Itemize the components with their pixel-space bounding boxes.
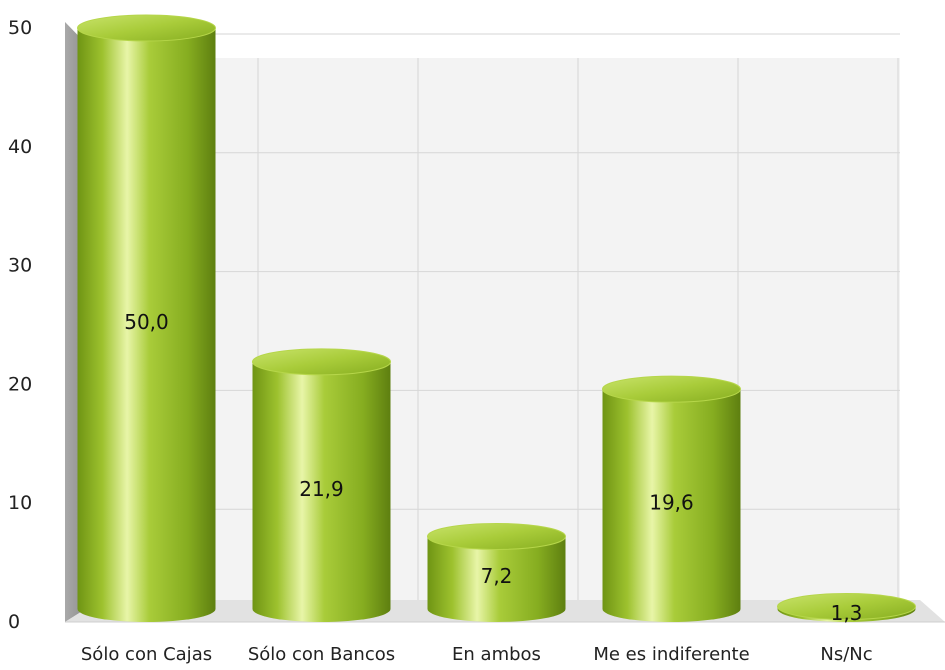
data-label: 7,2 — [481, 564, 513, 588]
x-axis-tick-labels: Sólo con Cajas Sólo con Bancos En ambos Me … — [81, 644, 873, 665]
bar: 21,9 — [252, 348, 391, 623]
y-tick-label: 30 — [8, 255, 32, 277]
y-tick-label: 10 — [8, 492, 32, 514]
data-label: 21,9 — [299, 477, 344, 501]
data-label: 19,6 — [649, 491, 694, 515]
bar-body — [77, 28, 216, 623]
x-tick-label: Sólo con Bancos — [248, 644, 395, 665]
x-tick-label: Sólo con Cajas — [81, 644, 212, 665]
gridlines — [100, 33, 900, 600]
bar: 19,6 — [602, 375, 741, 623]
data-label: 50,0 — [124, 310, 169, 334]
x-tick-label: Ns/Nc — [820, 644, 872, 665]
y-tick-label: 20 — [8, 373, 32, 395]
bar-top — [77, 14, 216, 42]
x-tick-label: En ambos — [452, 644, 541, 665]
bar: 1,3 — [777, 593, 916, 625]
bar-top — [602, 375, 741, 403]
y-tick-label: 40 — [8, 136, 32, 158]
bar-top — [427, 522, 566, 550]
bar-top — [777, 593, 916, 621]
bar-body — [602, 389, 741, 623]
bar-body — [427, 536, 566, 622]
data-label: 1,3 — [831, 601, 863, 625]
x-tick-label: Me es indiferente — [593, 644, 749, 665]
bar-top — [252, 348, 391, 376]
y-tick-label: 0 — [8, 611, 20, 633]
bars: 50,0 21,9 7,2 19,6 1,3 — [77, 14, 916, 625]
y-tick-label: 50 — [8, 17, 32, 39]
bar: 50,0 — [77, 14, 216, 623]
bar: 7,2 — [427, 522, 566, 622]
bar-body — [252, 361, 391, 623]
y-axis-tick-labels: 0 10 20 30 40 50 — [8, 17, 32, 633]
